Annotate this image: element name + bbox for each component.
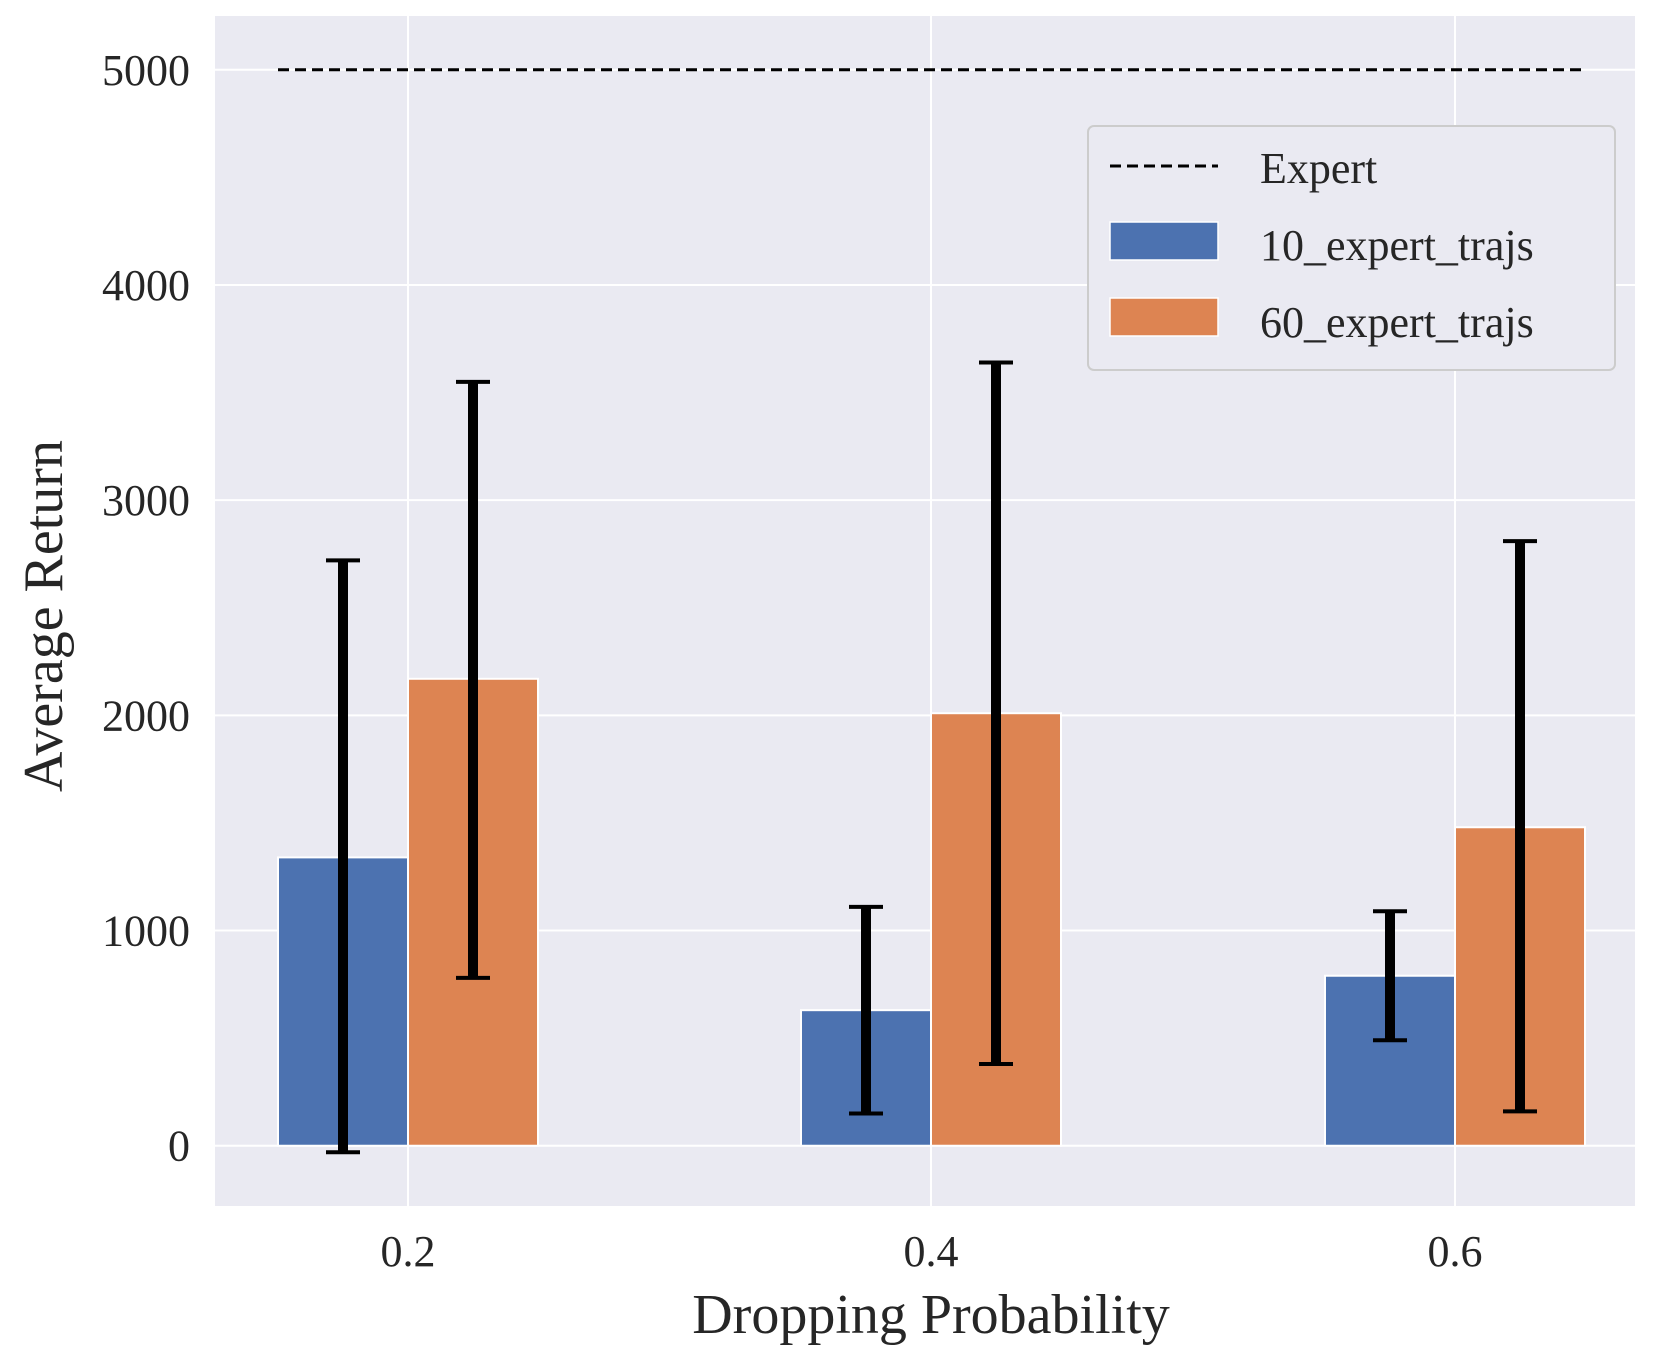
y-tick-label: 5000 bbox=[102, 46, 190, 95]
legend-60-expert-trajs-label: 60_expert_trajs bbox=[1260, 298, 1534, 347]
legend: Expert 10_expert_trajs 60_expert_trajs bbox=[1087, 125, 1616, 371]
legend-10-expert-trajs-label: 10_expert_trajs bbox=[1260, 221, 1534, 270]
legend-60-expert-trajs-swatch bbox=[1109, 297, 1219, 337]
y-tick-label: 2000 bbox=[102, 691, 190, 740]
x-tick-label: 0.6 bbox=[1428, 1227, 1483, 1276]
y-tick-labels: 0 1000 2000 3000 4000 5000 bbox=[102, 46, 190, 1171]
y-tick-label: 3000 bbox=[102, 476, 190, 525]
y-axis-label: Average Return bbox=[13, 440, 75, 792]
x-tick-labels: 0.2 0.4 0.6 bbox=[381, 1227, 1483, 1276]
y-tick-label: 4000 bbox=[102, 261, 190, 310]
y-tick-label: 1000 bbox=[102, 907, 190, 956]
x-tick-label: 0.4 bbox=[904, 1227, 959, 1276]
legend-expert-label: Expert bbox=[1260, 144, 1377, 193]
error-bars bbox=[326, 360, 1537, 1155]
legend-10-expert-trajs-swatch bbox=[1109, 221, 1219, 261]
x-axis-label: Dropping Probability bbox=[692, 1284, 1170, 1346]
x-tick-label: 0.2 bbox=[381, 1227, 436, 1276]
y-tick-label: 0 bbox=[168, 1122, 190, 1171]
legend-box bbox=[1087, 125, 1616, 371]
